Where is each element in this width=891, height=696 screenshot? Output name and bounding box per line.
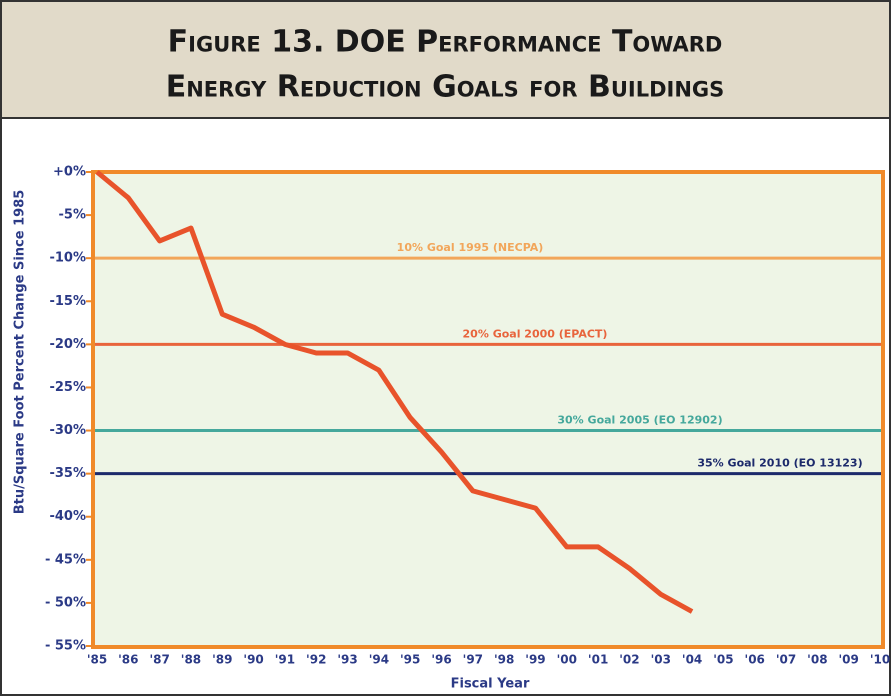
x-tick-label: '10 <box>870 653 890 667</box>
x-tick-label: '93 <box>337 653 357 667</box>
x-tick-label: '02 <box>619 653 639 667</box>
x-tick-label: '06 <box>745 653 765 667</box>
x-tick-label: '03 <box>651 653 671 667</box>
x-tick-label: '09 <box>838 653 858 667</box>
x-tick-label: '87 <box>149 653 169 667</box>
x-tick-label: '01 <box>588 653 608 667</box>
x-tick-label: '91 <box>275 653 295 667</box>
x-axis-label: Fiscal Year <box>451 677 530 692</box>
x-tick-label: '97 <box>463 653 483 667</box>
x-tick-label: '04 <box>682 653 702 667</box>
y-tick-label: - 45% <box>45 552 86 567</box>
x-tick-label: '86 <box>118 653 138 667</box>
y-axis-label: Btu/Square Foot Percent Change Since 198… <box>13 190 28 515</box>
y-tick-label: - 50% <box>45 595 86 610</box>
y-tick-label: -15% <box>49 294 86 309</box>
x-tick-label: '92 <box>306 653 326 667</box>
goal-label: 35% Goal 2010 (EO 13123) <box>697 457 862 470</box>
data-line <box>95 170 694 614</box>
y-tick-label: +0% <box>53 165 86 180</box>
goal-label: 10% Goal 1995 (NECPA) <box>397 241 544 254</box>
y-tick-label: -5% <box>59 208 86 223</box>
x-tick-label: '05 <box>713 653 733 667</box>
x-tick-label: '00 <box>557 653 577 667</box>
chart-title: Figure 13. DOE Performance Toward <box>168 25 723 60</box>
x-tick-label: '08 <box>807 653 827 667</box>
y-tick-label: - 55% <box>45 639 86 654</box>
x-tick-label: '99 <box>525 653 545 667</box>
chart-title: Energy Reduction Goals for Buildings <box>166 70 725 105</box>
y-tick-label: -35% <box>49 466 86 481</box>
x-tick-label: '94 <box>369 653 389 667</box>
y-tick-label: -20% <box>49 337 86 352</box>
y-tick-label: -30% <box>49 423 86 438</box>
y-tick-label: -10% <box>49 251 86 266</box>
goal-label: 20% Goal 2000 (EPACT) <box>463 327 608 340</box>
title-box <box>0 0 891 119</box>
x-tick-label: '07 <box>776 653 796 667</box>
x-tick-label: '85 <box>87 653 107 667</box>
y-tick-label: -25% <box>49 380 86 395</box>
x-tick-label: '90 <box>243 653 263 667</box>
x-tick-label: '96 <box>431 653 451 667</box>
plot-area <box>91 170 885 649</box>
goal-label: 30% Goal 2005 (EO 12902) <box>557 414 722 427</box>
x-tick-label: '98 <box>494 653 514 667</box>
y-tick-label: -40% <box>49 509 86 524</box>
x-tick-label: '89 <box>212 653 232 667</box>
x-tick-label: '88 <box>181 653 201 667</box>
x-tick-label: '95 <box>400 653 420 667</box>
